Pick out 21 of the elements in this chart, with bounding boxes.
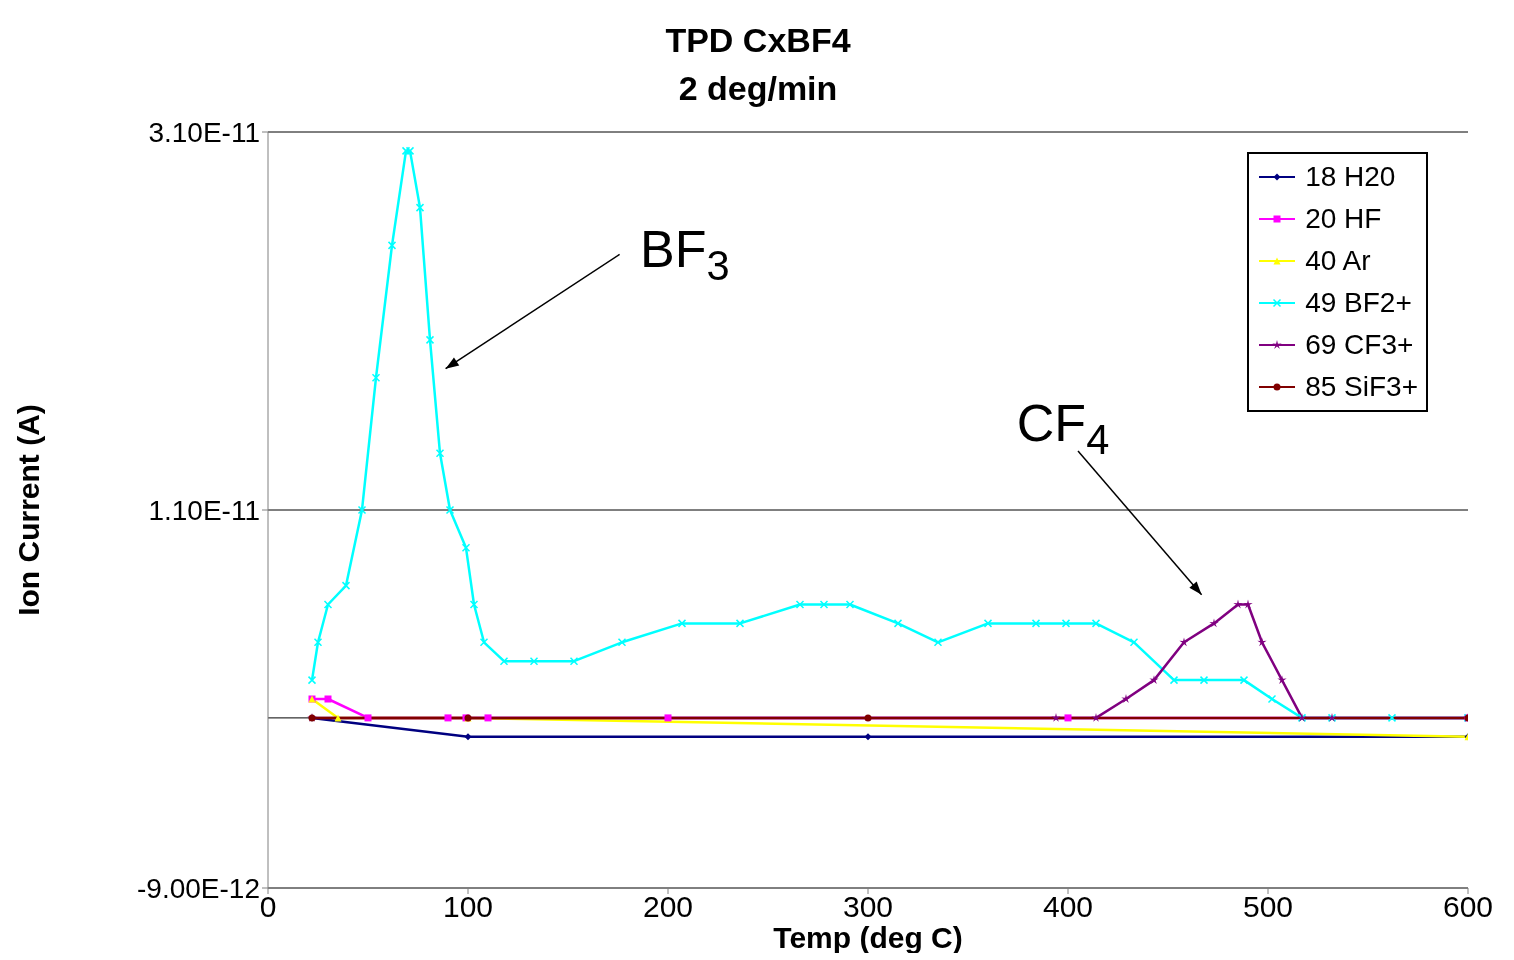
y-tick-label: 1.10E-11 xyxy=(148,494,260,526)
legend-label: 49 BF2+ xyxy=(1305,286,1412,320)
y-tick-label: -9.00E-12 xyxy=(137,872,260,904)
x-tick-label: 100 xyxy=(442,890,494,924)
legend-label: 20 HF xyxy=(1305,202,1382,236)
y-axis-title: Ion Current (A) xyxy=(11,404,45,616)
x-tick-label: 0 xyxy=(259,890,277,924)
legend-label: 18 H20 xyxy=(1305,160,1396,194)
x-tick-label: 200 xyxy=(642,890,694,924)
chart-subtitle: 2 deg/min xyxy=(677,68,839,109)
y-tick-label: 3.10E-11 xyxy=(148,116,260,148)
annotation: CF$_{4}$ xyxy=(1016,394,1110,463)
x-tick-label: 600 xyxy=(1442,890,1494,924)
annotation: BF$_{3}$ xyxy=(640,219,730,289)
x-tick-label: 400 xyxy=(1042,890,1094,924)
x-tick-label: 300 xyxy=(842,890,894,924)
legend-label: 85 SiF3+ xyxy=(1305,370,1418,404)
x-tick-label: 500 xyxy=(1242,890,1294,924)
legend-label: 40 Ar xyxy=(1305,244,1371,278)
chart-title: TPD CxBF4 xyxy=(664,20,852,61)
legend-label: 69 CF3+ xyxy=(1305,328,1414,362)
